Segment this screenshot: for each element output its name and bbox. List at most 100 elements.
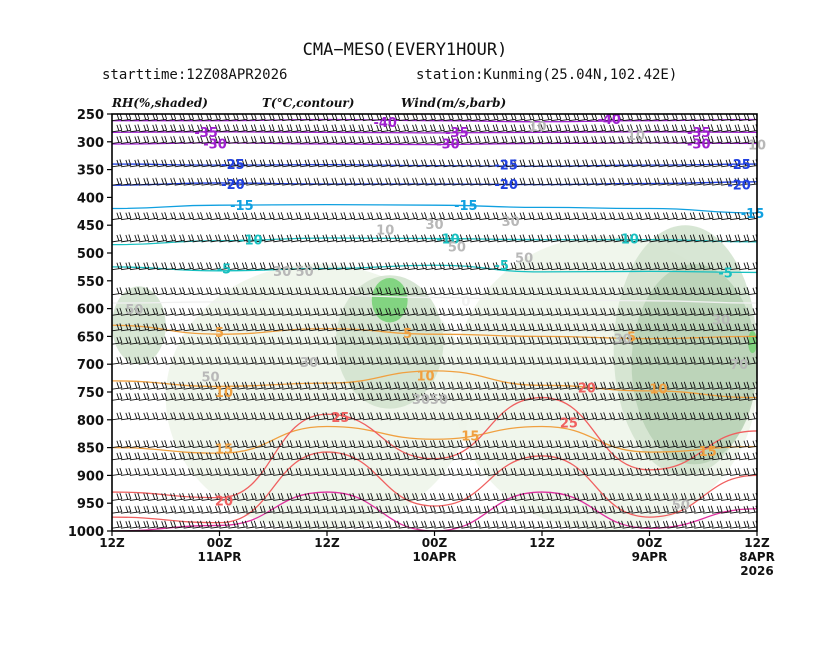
wind-barb xyxy=(165,381,177,390)
wind-barb xyxy=(721,212,732,221)
wind-barb-flag xyxy=(680,308,684,315)
wind-barb xyxy=(389,262,401,271)
wind-barb-staff xyxy=(362,398,373,401)
wind-barb xyxy=(443,159,454,168)
wind-barb-flag xyxy=(313,234,317,242)
wind-barb xyxy=(183,234,194,243)
wind-barb-flag xyxy=(692,440,696,447)
wind-barb-staff xyxy=(461,292,472,296)
wind-barb xyxy=(479,287,490,296)
wind-barb-flag xyxy=(116,357,120,364)
wind-barb xyxy=(165,307,177,316)
wind-barb-staff xyxy=(344,417,355,421)
wind-barb-staff xyxy=(506,164,517,168)
wind-barb xyxy=(407,412,418,421)
wind-barb xyxy=(461,234,472,243)
wind-barb xyxy=(335,356,347,365)
wind-barb xyxy=(640,323,651,332)
wind-barb-flag xyxy=(304,287,308,294)
wind-barb-staff xyxy=(586,118,597,122)
wind-barb xyxy=(165,412,177,421)
wind-barb-flag xyxy=(134,212,138,219)
wind-barb xyxy=(532,234,544,243)
wind-barb xyxy=(488,356,499,365)
wind-barb-flag xyxy=(424,336,427,343)
wind-barb-flag xyxy=(415,440,418,447)
wind-barb-staff xyxy=(291,240,302,243)
wind-barb-flag xyxy=(119,412,123,419)
wind-barb xyxy=(353,412,365,421)
wind-barb-flag xyxy=(241,323,245,330)
wind-barb xyxy=(497,412,508,421)
wind-barb-flag xyxy=(762,160,764,166)
wind-barb-flag xyxy=(340,337,344,344)
wind-barb-flag xyxy=(370,323,374,330)
wind-barb-flag xyxy=(137,124,141,131)
wind-barb-flag xyxy=(325,262,329,269)
wind-barb-flag xyxy=(645,262,648,269)
wind-barb-flag xyxy=(501,382,505,389)
wind-barb-flag xyxy=(692,381,696,388)
wind-barb-flag xyxy=(692,124,696,131)
wind-barb-flag xyxy=(645,136,648,143)
wind-barb xyxy=(703,356,714,365)
wind-barb xyxy=(622,356,633,365)
wind-barb xyxy=(344,412,356,421)
wind-barb-flag xyxy=(271,323,275,330)
wind-barb xyxy=(192,381,203,390)
wind-barb-flag xyxy=(331,412,335,419)
wind-barb-flag xyxy=(152,337,156,344)
wind-barb-staff xyxy=(640,141,651,144)
wind-barb-staff xyxy=(165,183,176,186)
wind-barb-staff xyxy=(559,164,570,168)
wind-barb-staff xyxy=(506,398,517,401)
wind-barb-staff xyxy=(506,141,517,144)
wind-barb-staff xyxy=(300,292,311,296)
wind-barb-flag xyxy=(376,357,380,364)
wind-barb xyxy=(479,159,490,168)
wind-barb-flag xyxy=(555,440,559,447)
wind-barb-staff xyxy=(192,267,203,271)
wind-barb xyxy=(434,177,445,186)
wind-barb-staff xyxy=(273,183,284,186)
wind-barb-flag xyxy=(522,287,526,294)
wind-barb-flag xyxy=(116,212,120,219)
wind-barb xyxy=(452,159,463,168)
wind-barb xyxy=(246,287,257,296)
wind-barb xyxy=(703,323,714,332)
wind-barb xyxy=(577,124,589,133)
wind-barb-flag xyxy=(304,178,308,185)
wind-barb-staff xyxy=(434,398,445,401)
wind-barb-flag xyxy=(286,412,290,419)
wind-barb-flag xyxy=(358,337,362,344)
wind-barb-flag xyxy=(441,135,445,143)
wind-barb-flag xyxy=(286,337,290,344)
wind-barb-staff xyxy=(667,129,678,133)
wind-barb-flag xyxy=(692,412,696,419)
wind-barb-flag xyxy=(492,212,496,219)
wind-barb-flag xyxy=(728,159,732,166)
wind-barb-staff xyxy=(362,417,373,421)
wind-barb xyxy=(147,412,159,421)
wind-barb-flag xyxy=(564,124,568,131)
wind-barb-flag xyxy=(295,262,299,269)
wind-barb-flag xyxy=(394,136,398,143)
wind-barb xyxy=(389,287,401,296)
wind-barb xyxy=(326,440,338,449)
wind-barb-flag xyxy=(737,381,741,388)
wind-barb-staff xyxy=(756,447,757,448)
wind-barb-flag xyxy=(250,308,254,315)
wind-barb-staff xyxy=(246,240,257,243)
wind-barb-staff xyxy=(730,292,741,296)
wind-barb-flag xyxy=(298,287,302,294)
wind-barb-flag xyxy=(334,307,338,315)
wind-barb-staff xyxy=(631,240,642,243)
wind-barb-flag xyxy=(262,336,266,343)
wind-barb-staff xyxy=(712,398,723,401)
wind-barb xyxy=(730,212,741,221)
wind-barb xyxy=(694,135,705,144)
wind-barb-staff xyxy=(156,141,167,144)
wind-barb-flag xyxy=(421,124,424,131)
wind-barb-flag xyxy=(710,159,714,166)
wind-barb-flag xyxy=(662,393,666,400)
